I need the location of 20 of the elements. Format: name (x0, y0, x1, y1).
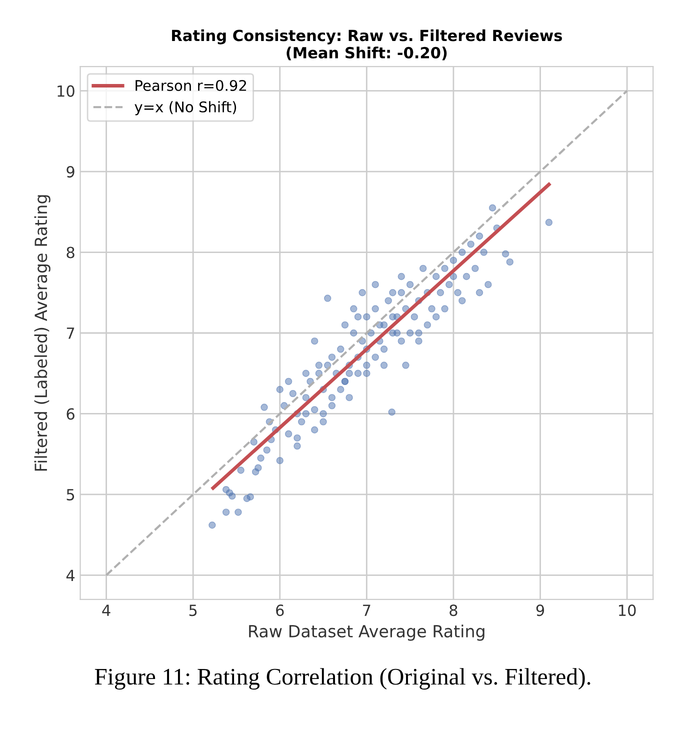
chart-title: Rating Consistency: Raw vs. Filtered Reviews (Mean Shift: -0.20) (172, 29, 562, 60)
y-tick-label: 7 (66, 328, 74, 339)
y-tick-label: 10 (58, 85, 74, 97)
y-tick-label: 5 (66, 489, 74, 500)
y-tick-label: 4 (66, 570, 75, 581)
y-axis-title: Filtered (Labeled) Average Rating (34, 195, 50, 471)
x-tick-label: 5 (189, 604, 197, 616)
legend-label: Pearson r=0.92 (136, 80, 246, 92)
x-tick-label: 8 (450, 604, 458, 616)
y-tick-label: 8 (66, 246, 74, 258)
y-tick-label: 6 (66, 408, 74, 420)
x-tick-label: 9 (536, 604, 544, 616)
legend-label: y=x (No Shift) (134, 101, 236, 116)
x-tick-label: 7 (363, 604, 370, 616)
x-tick-label: 10 (618, 604, 636, 616)
x-axis-title: Raw Dataset Average Rating (249, 624, 484, 641)
y-tick-label: 9 (66, 166, 74, 178)
x-tick-label: 6 (276, 604, 284, 616)
x-tick-label: 4 (102, 604, 110, 616)
caption: Figure 11: Rating Correlation (Original vs. Filtered). (94, 668, 590, 690)
